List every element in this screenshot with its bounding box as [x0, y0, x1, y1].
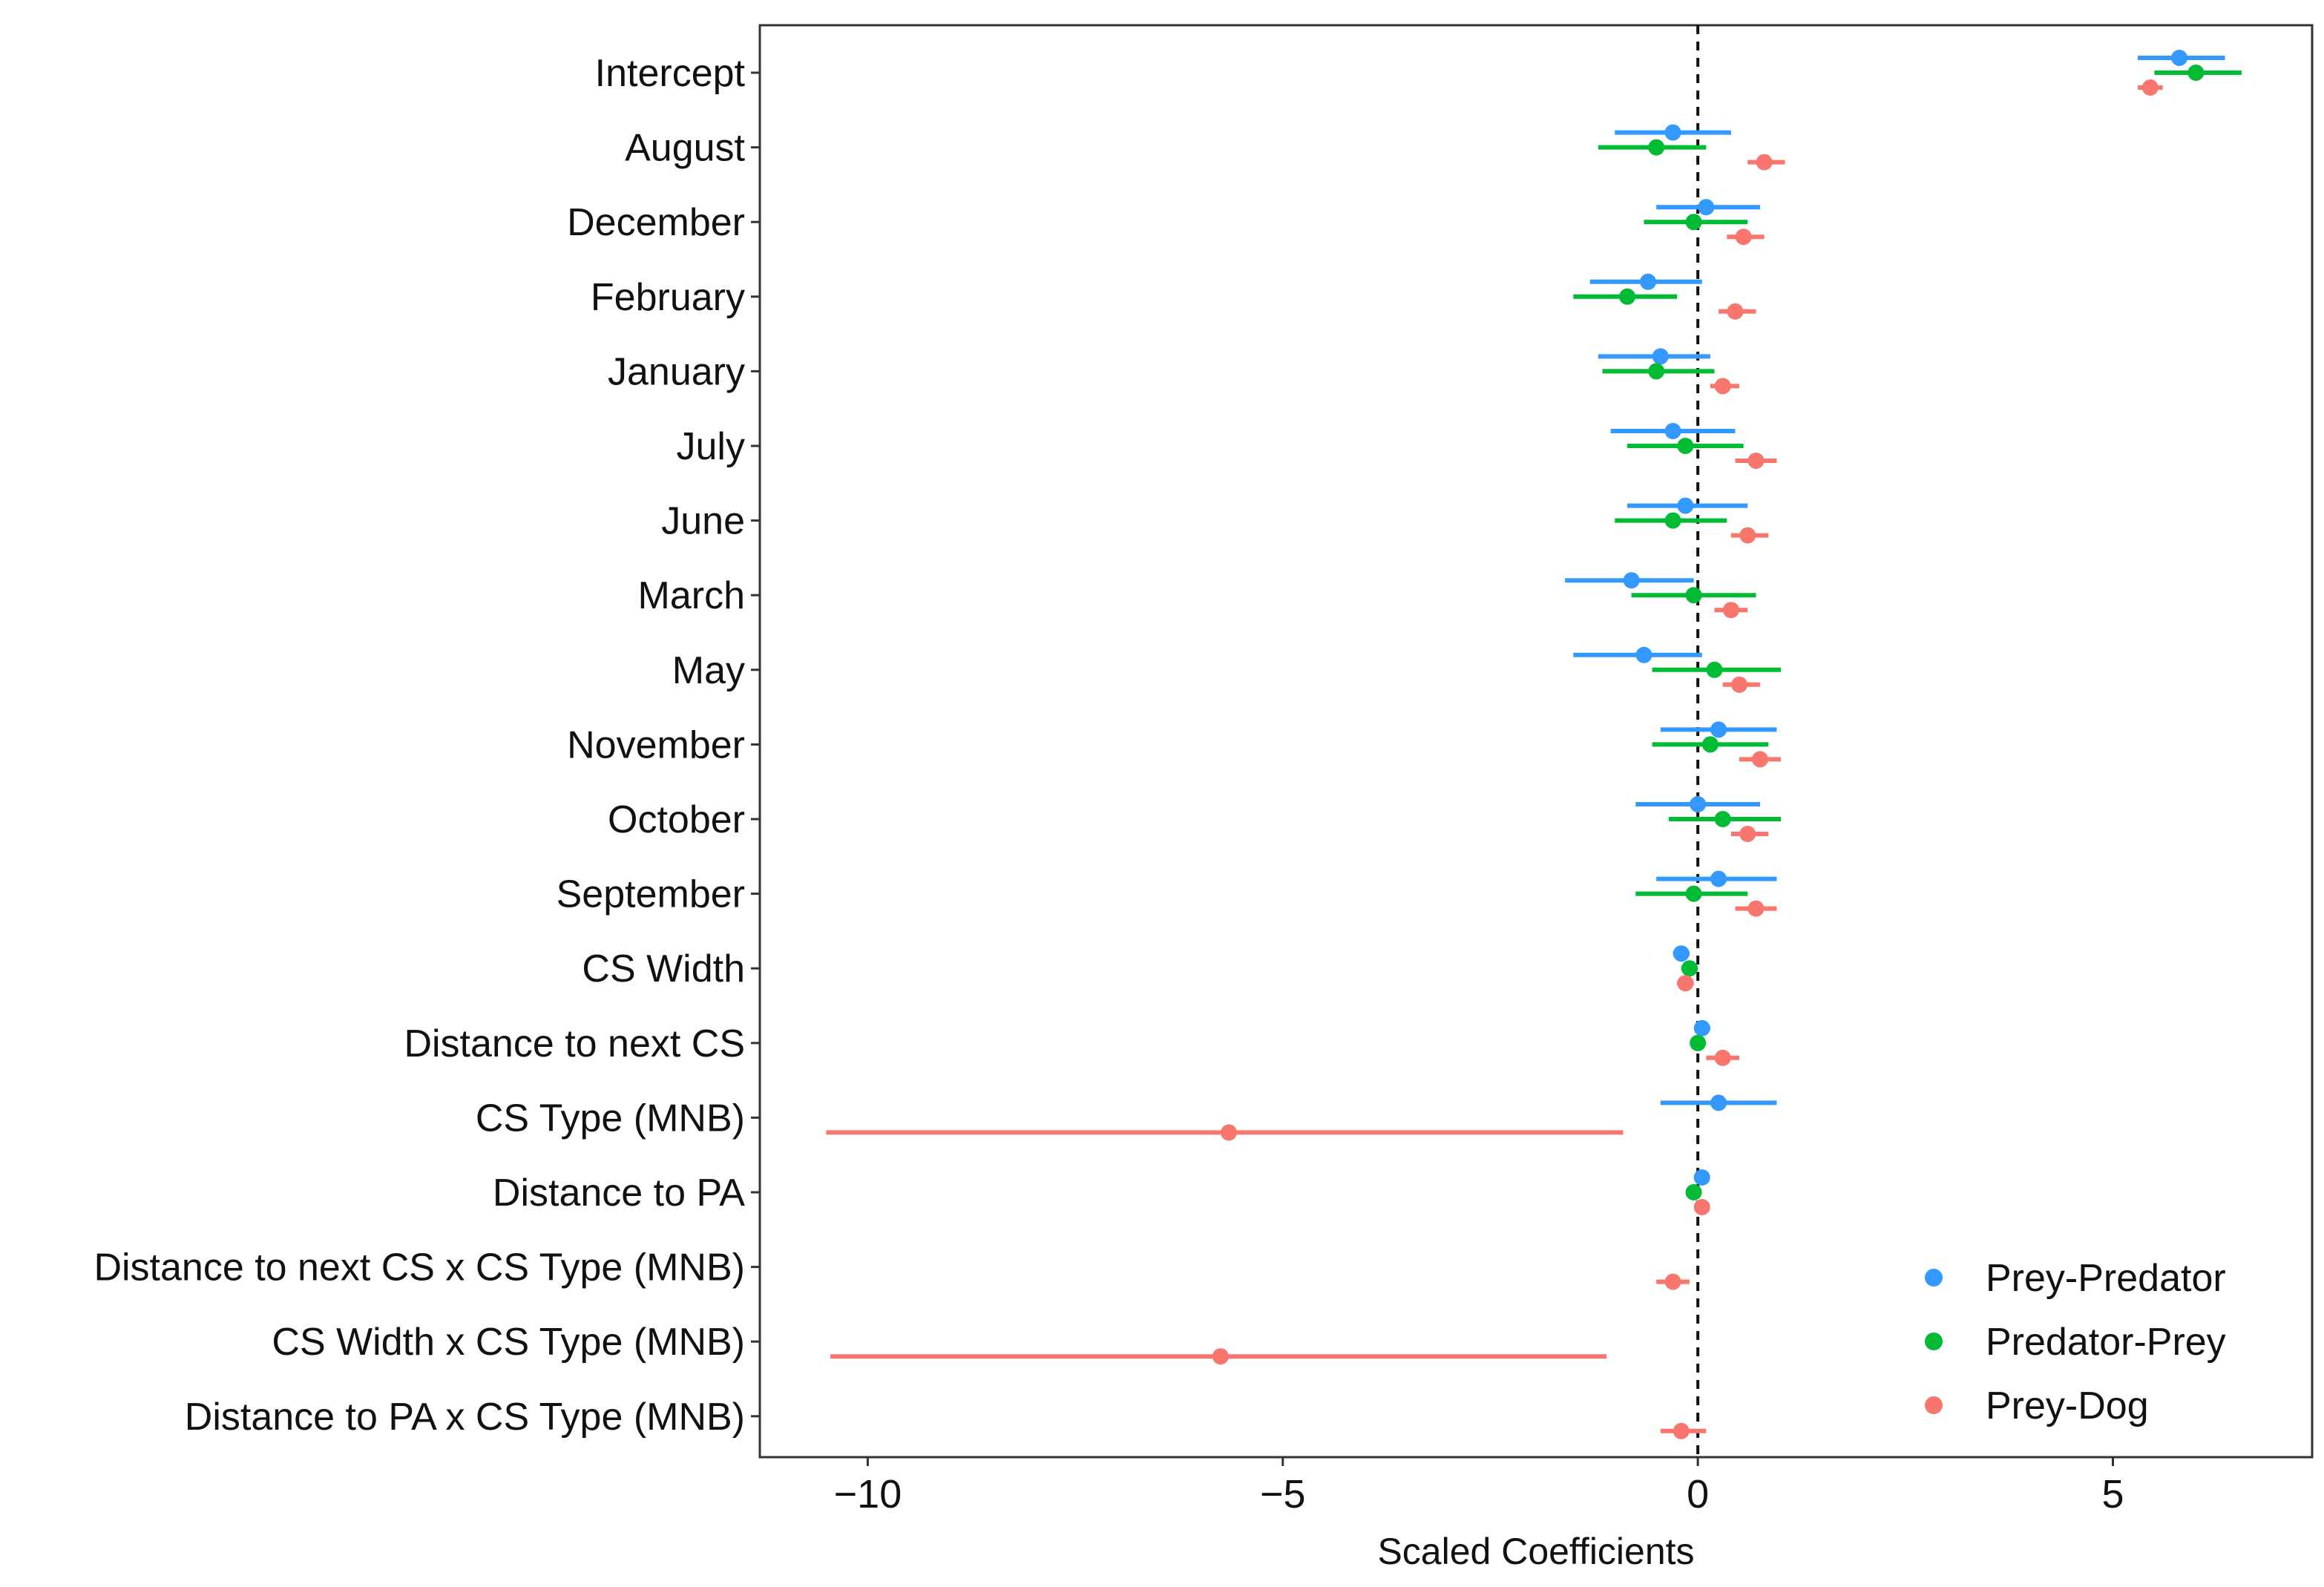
estimate-point: [1648, 139, 1665, 156]
x-axis-title: Scaled Coefficients: [1377, 1531, 1694, 1572]
y-tick-label: February: [591, 276, 745, 319]
legend: Prey-Predator Predator-Prey Prey-Dog: [1925, 1257, 2226, 1427]
estimate-point: [1693, 1199, 1710, 1215]
estimate-point: [1677, 975, 1694, 992]
estimate-point: [1693, 1169, 1710, 1186]
estimate-point: [1735, 229, 1752, 246]
estimate-point: [1664, 124, 1681, 141]
estimate-point: [1635, 646, 1652, 663]
estimate-point: [1747, 900, 1765, 917]
estimate-point: [1710, 1094, 1727, 1111]
estimate-point: [1685, 587, 1702, 604]
estimate-point: [1677, 438, 1694, 454]
estimate-point: [1710, 721, 1727, 738]
y-tick-label: Distance to next CS x CS Type (MNB): [93, 1246, 745, 1289]
y-tick-label: Distance to PA: [493, 1172, 745, 1215]
estimate-point: [1714, 811, 1731, 827]
estimate-point: [1648, 363, 1665, 380]
estimate-point: [1727, 303, 1744, 320]
y-axis: Intercept August December February January Ju…: [93, 52, 760, 1439]
y-tick-label: August: [625, 127, 745, 170]
y-tick-label: October: [608, 798, 745, 841]
estimate-point: [1673, 945, 1690, 962]
estimate-point: [1681, 960, 1698, 977]
y-tick-label: June: [661, 500, 745, 543]
estimate-point: [1685, 214, 1702, 231]
estimate-point: [1698, 199, 1715, 216]
estimate-point: [1739, 527, 1756, 544]
series-prey-predator: [1565, 50, 2225, 1186]
x-axis: −10 −5 0 5: [834, 1457, 2124, 1517]
estimate-point: [1619, 288, 1636, 305]
estimate-point: [1706, 661, 1723, 678]
estimate-point: [1710, 870, 1727, 887]
x-tick-label: −10: [834, 1472, 902, 1517]
estimate-point: [1739, 826, 1756, 842]
y-tick-label: November: [567, 723, 745, 766]
plot-panel: [758, 24, 2314, 1459]
estimate-point: [2187, 65, 2205, 81]
legend-label: Prey-Predator: [1986, 1257, 2226, 1300]
legend-swatch: [1925, 1333, 1943, 1350]
y-tick-label: Distance to next CS: [404, 1022, 745, 1065]
y-tick-label: December: [567, 201, 745, 244]
series-group: [826, 50, 2242, 1439]
series-predator-prey: [1573, 65, 2242, 1200]
estimate-point: [1693, 1019, 1710, 1036]
estimate-point: [1714, 378, 1731, 395]
estimate-point: [2141, 79, 2159, 96]
estimate-point: [1652, 348, 1669, 365]
legend-swatch: [1925, 1269, 1943, 1287]
estimate-point: [1640, 273, 1657, 290]
estimate-point: [1714, 1049, 1731, 1066]
estimate-point: [1747, 453, 1765, 469]
y-tick-label: CS Type (MNB): [476, 1097, 745, 1140]
legend-label: Predator-Prey: [1986, 1321, 2226, 1364]
x-tick-label: 5: [2101, 1472, 2124, 1517]
series-prey-dog: [826, 79, 2163, 1439]
y-tick-label: September: [557, 873, 745, 916]
estimate-point: [1221, 1124, 1238, 1141]
x-tick-label: 0: [1687, 1472, 1709, 1517]
estimate-point: [1731, 676, 1748, 693]
estimate-point: [1756, 154, 1773, 171]
estimate-point: [1701, 736, 1719, 753]
estimate-point: [1690, 796, 1707, 812]
y-tick-label: Distance to PA x CS Type (MNB): [185, 1396, 745, 1439]
legend-label: Prey-Dog: [1986, 1384, 2149, 1427]
estimate-point: [1685, 885, 1702, 902]
estimate-point: [1664, 512, 1681, 529]
estimate-point: [1212, 1348, 1229, 1365]
estimate-point: [1752, 751, 1769, 768]
estimate-point: [1722, 602, 1739, 619]
estimate-point: [1677, 497, 1694, 514]
legend-swatch: [1925, 1396, 1943, 1414]
estimate-point: [1623, 572, 1640, 589]
y-tick-label: CS Width: [582, 947, 745, 990]
x-tick-label: −5: [1260, 1472, 1306, 1517]
y-tick-label: Intercept: [595, 52, 746, 95]
estimate-point: [2171, 50, 2188, 66]
y-tick-label: May: [672, 649, 745, 692]
estimate-point: [1685, 1184, 1702, 1200]
estimate-point: [1673, 1422, 1690, 1439]
y-tick-label: March: [638, 574, 745, 617]
estimate-point: [1690, 1034, 1707, 1051]
y-tick-label: CS Width x CS Type (MNB): [272, 1321, 745, 1364]
estimate-point: [1664, 423, 1681, 439]
y-tick-label: January: [608, 350, 745, 393]
y-tick-label: July: [677, 425, 745, 468]
estimate-point: [1664, 1273, 1681, 1290]
